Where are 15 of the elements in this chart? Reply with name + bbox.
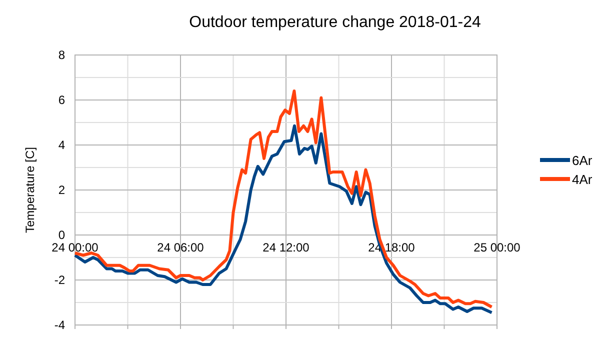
x-tick-label: 25 00:00 <box>474 240 521 255</box>
x-tick-label: 24 00:00 <box>52 240 99 255</box>
legend-label: 4Ar <box>572 172 593 187</box>
legend-label: 6Ar <box>572 153 593 168</box>
y-tick-label: -2 <box>54 272 66 287</box>
chart-title: Outdoor temperature change 2018-01-24 <box>189 14 481 31</box>
y-tick-label: 0 <box>58 228 66 242</box>
x-tick-label: 24 12:00 <box>262 240 310 255</box>
x-tick-label: 24 06:00 <box>157 240 204 255</box>
y-tick-label: 2 <box>58 182 66 197</box>
y-tick-label: -4 <box>54 318 66 332</box>
y-tick-label: 8 <box>58 48 66 62</box>
y-tick-label: 6 <box>58 92 66 107</box>
y-tick-label: 4 <box>58 138 66 152</box>
y-axis-title: Temperature [C] <box>23 146 37 234</box>
